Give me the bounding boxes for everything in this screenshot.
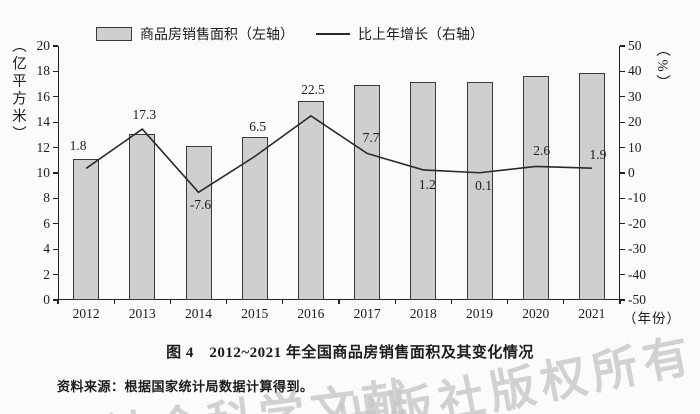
legend-bar-label: 商品房销售面积（左轴）: [140, 28, 294, 43]
y-axis-right-tick: [620, 45, 625, 47]
legend-bar-swatch-icon: [96, 27, 132, 41]
y-axis-left-tick-label: 18: [36, 63, 51, 79]
y-axis-right-tick-label: 20: [628, 114, 642, 130]
y-axis-right-tick: [620, 274, 625, 276]
y-axis-right-tick: [620, 121, 625, 123]
y-axis-left-tick-label: 10: [36, 165, 51, 180]
y-axis-right-tick-label: -10: [628, 190, 646, 206]
y-axis-left-tick-label: 6: [43, 215, 50, 231]
bar: [73, 159, 100, 300]
y-axis-right-tick: [620, 197, 625, 200]
y-axis-left-tick-label: 4: [43, 241, 50, 257]
y-axis-right-tick-label: -50: [628, 292, 646, 307]
x-axis-tick: [226, 300, 228, 304]
y-axis-left-tick-label: 20: [36, 38, 51, 53]
bar: [578, 72, 605, 300]
bar: [522, 76, 549, 300]
y-axis-right-tick: [620, 299, 625, 301]
data-label: 1.2: [418, 176, 436, 192]
y-axis-left-unit-label: （亿平方米）: [10, 38, 26, 143]
y-axis-right-tick-label: -30: [628, 241, 646, 257]
plot-area: [58, 46, 620, 300]
source-note: 资料来源：根据国家统计局数据计算得到。: [57, 379, 314, 394]
legend: 商品房销售面积（左轴） 比上年增长（右轴）: [96, 24, 484, 44]
x-axis-year-label: 2013: [128, 306, 156, 321]
y-axis-left-tick-label: 14: [36, 114, 51, 130]
data-label: 6.5: [249, 119, 267, 135]
y-axis-right-tick: [620, 70, 625, 73]
data-label: 7.7: [362, 130, 380, 146]
data-label: 22.5: [301, 81, 325, 97]
y-axis-right-tick-label: 30: [628, 88, 642, 104]
x-axis-year-label: 2017: [353, 306, 381, 321]
y-axis-left-tick: [53, 96, 58, 98]
x-axis-year-label: 2012: [72, 306, 100, 321]
y-axis-right-tick: [620, 96, 625, 98]
y-axis-left-tick-label: 16: [36, 88, 51, 104]
x-axis-tick: [394, 300, 396, 304]
x-axis-year-label: 2016: [297, 306, 325, 321]
y-axis-right-unit-label: （%）: [654, 42, 670, 93]
legend-line-swatch-icon: [316, 33, 350, 35]
y-axis-left-tick-label: 2: [43, 266, 50, 282]
y-axis-left-tick: [53, 45, 58, 47]
y-axis-right-tick: [620, 248, 625, 250]
data-label: -7.6: [189, 197, 212, 213]
y-axis-left-tick: [53, 172, 58, 174]
y-axis-right-tick: [620, 223, 625, 225]
y-axis-right-tick: [620, 172, 625, 174]
y-axis-left-tick-label: 12: [36, 139, 51, 155]
figure-caption: 图 4 2012~2021 年全国商品房销售面积及其变化情况: [166, 345, 534, 361]
bar: [297, 100, 324, 300]
x-axis-tick: [282, 300, 284, 304]
y-axis-left-tick: [53, 274, 58, 276]
y-axis-right-tick-label: 10: [628, 139, 642, 155]
x-axis-tick: [57, 300, 59, 304]
x-axis-year-label: 2021: [578, 306, 606, 321]
y-axis-right-tick: [620, 147, 625, 149]
bar: [129, 133, 156, 300]
data-label: 2.6: [533, 143, 551, 159]
y-axis-right-tick-label: 0: [628, 165, 635, 180]
x-axis-tick: [507, 300, 509, 304]
x-axis-year-label: 2015: [241, 306, 269, 321]
legend-line-label: 比上年增长（右轴）: [358, 28, 484, 43]
y-axis-left-tick: [53, 197, 58, 200]
y-axis-left-tick-label: 0: [43, 292, 50, 307]
x-axis-tick: [619, 300, 621, 304]
y-axis-right-tick-label: -40: [628, 266, 646, 282]
y-axis-left-tick: [53, 147, 58, 149]
x-axis-tick: [338, 300, 340, 304]
bar: [185, 146, 212, 300]
y-axis-left-tick: [53, 223, 58, 225]
x-axis-tick: [450, 300, 453, 304]
x-axis-year-label: 2020: [522, 306, 550, 321]
y-axis-right-tick-label: 40: [628, 63, 642, 79]
data-label: 17.3: [132, 107, 157, 123]
bar: [354, 85, 381, 300]
x-axis-year-label: 2019: [466, 306, 493, 321]
y-axis-right-tick-label: -20: [628, 215, 646, 231]
y-axis-left-tick: [53, 248, 58, 250]
data-label: 1.9: [589, 147, 607, 163]
x-axis-unit-label: （年份）: [623, 311, 681, 326]
y-axis-left-tick-label: 8: [43, 190, 50, 206]
x-axis-tick: [113, 300, 115, 304]
data-label: 0.1: [475, 177, 492, 193]
y-axis-left-tick: [53, 299, 58, 301]
data-label: 1.8: [69, 138, 87, 154]
y-axis-left-tick: [53, 121, 58, 123]
y-axis-right-tick-label: 50: [628, 38, 642, 53]
x-axis-year-label: 2014: [185, 306, 212, 321]
x-axis-tick: [169, 300, 172, 304]
bar: [241, 137, 268, 300]
y-axis-left-tick: [53, 70, 58, 73]
x-axis-year-label: 2018: [409, 306, 437, 321]
x-axis-tick: [563, 300, 565, 304]
